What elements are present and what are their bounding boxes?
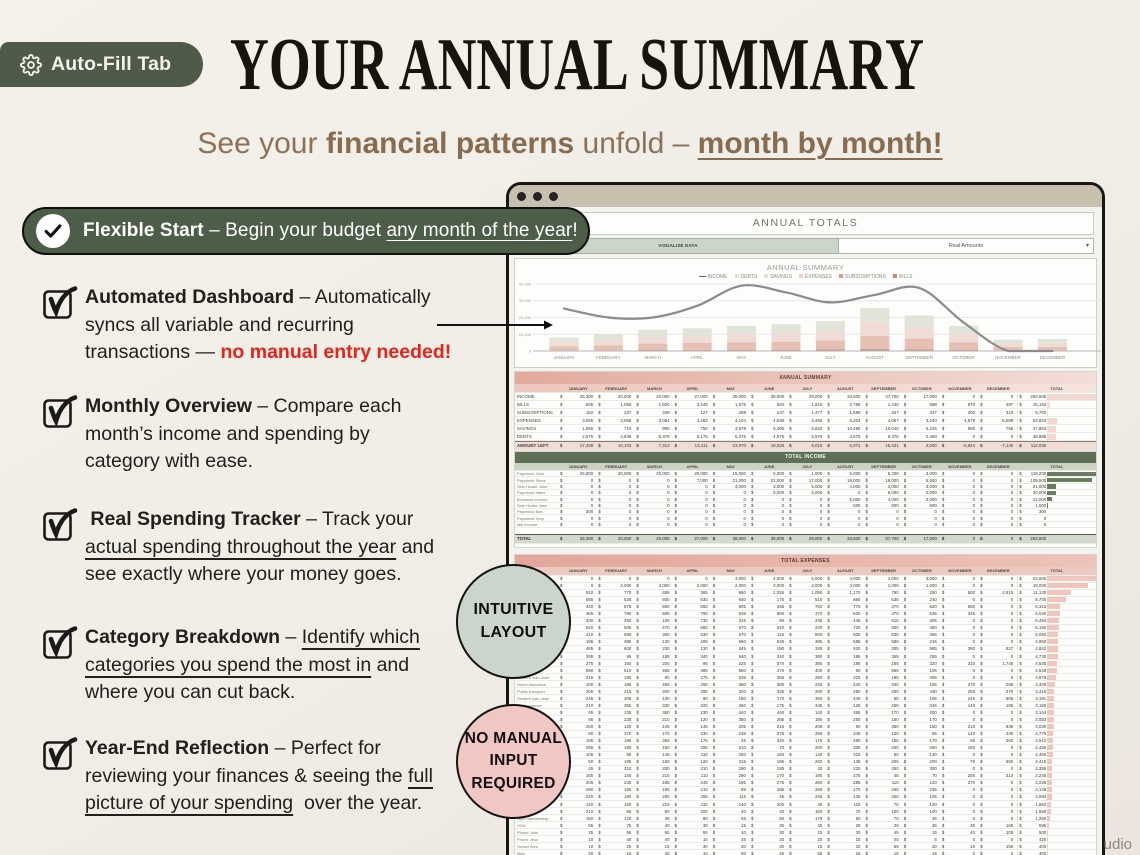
svg-text:0: 0 <box>529 349 532 354</box>
svg-text:FEBRUARY: FEBRUARY <box>596 355 620 360</box>
svg-text:OCTOBER: OCTOBER <box>953 355 976 360</box>
svg-text:20,000: 20,000 <box>519 315 532 320</box>
svg-text:JANUARY: JANUARY <box>554 355 575 360</box>
svg-text:JULY: JULY <box>825 355 836 360</box>
svg-text:30,000: 30,000 <box>519 298 532 303</box>
svg-text:MAY: MAY <box>737 355 746 360</box>
svg-text:MARCH: MARCH <box>645 355 662 360</box>
svg-text:SEPTEMBER: SEPTEMBER <box>905 355 934 360</box>
svg-text:40,000: 40,000 <box>519 282 532 287</box>
svg-text:APRIL: APRIL <box>691 355 705 360</box>
svg-text:DECEMBER: DECEMBER <box>1040 355 1066 360</box>
svg-text:JUNE: JUNE <box>780 355 792 360</box>
svg-text:NOVEMBER: NOVEMBER <box>995 355 1022 360</box>
svg-text:AUGUST: AUGUST <box>865 355 884 360</box>
svg-text:10,000: 10,000 <box>519 332 532 337</box>
